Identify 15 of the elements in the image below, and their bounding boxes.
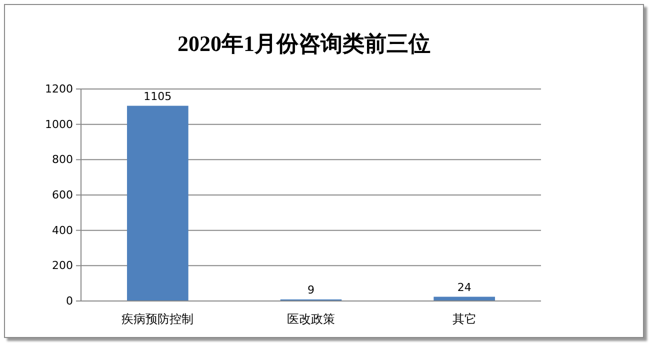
y-tick-label: 1000 <box>45 118 73 131</box>
bar <box>127 106 188 301</box>
y-tick-label: 0 <box>66 294 73 308</box>
chart-title: 2020年1月份咨询类前三位 <box>178 31 430 56</box>
x-tick-label: 疾病预防控制 <box>122 312 194 326</box>
y-tick-label: 400 <box>52 224 73 237</box>
x-tick-label: 其它 <box>452 312 476 326</box>
y-tick-label: 800 <box>52 153 73 166</box>
y-tick-label: 200 <box>52 259 73 272</box>
data-label: 24 <box>457 280 472 294</box>
data-label: 9 <box>308 283 314 296</box>
y-tick-label: 1200 <box>45 82 73 96</box>
x-tick-label: 医改政策 <box>287 312 335 326</box>
data-label: 1105 <box>144 90 172 103</box>
y-tick-label: 600 <box>52 188 73 202</box>
